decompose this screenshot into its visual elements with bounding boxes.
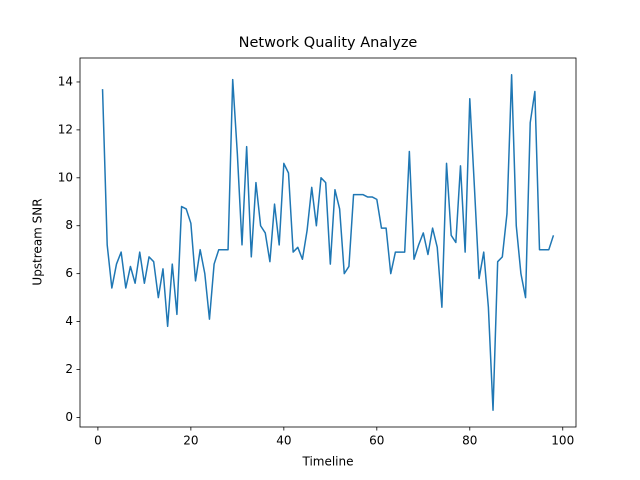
x-tick-label: 20 <box>183 434 198 448</box>
y-tick-label: 8 <box>65 218 73 232</box>
y-tick-label: 12 <box>58 122 73 136</box>
y-tick-label: 2 <box>65 362 73 376</box>
x-tick-label: 40 <box>276 434 291 448</box>
x-tick-label: 80 <box>462 434 477 448</box>
y-tick-label: 6 <box>65 266 73 280</box>
chart-title: Network Quality Analyze <box>239 35 418 51</box>
y-tick-label: 14 <box>58 74 73 88</box>
y-tick-label: 10 <box>58 170 73 184</box>
x-tick-label: 0 <box>94 434 102 448</box>
x-tick-label: 60 <box>369 434 384 448</box>
y-axis-label: Upstream SNR <box>31 198 45 285</box>
axes-frame <box>79 57 577 428</box>
y-tick-label: 4 <box>65 314 73 328</box>
x-axis-label: Timeline <box>301 455 353 469</box>
y-tick-label: 0 <box>65 410 73 424</box>
line-series <box>101 74 555 411</box>
x-tick-label: 100 <box>551 434 574 448</box>
